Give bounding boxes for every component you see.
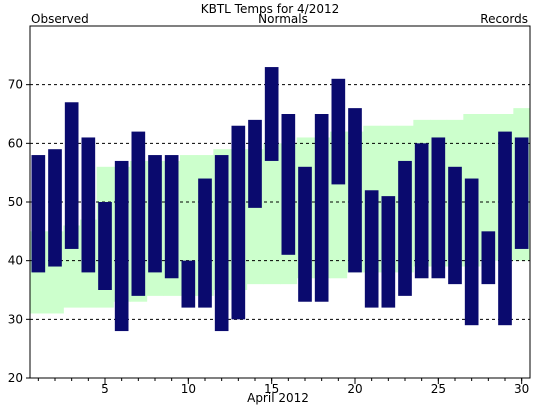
y-tick-label: 70 bbox=[8, 78, 23, 92]
observed-bar bbox=[264, 67, 279, 161]
observed-bar bbox=[148, 155, 162, 273]
gridlines bbox=[30, 84, 530, 320]
observed-bar bbox=[298, 166, 312, 302]
x-axis-label: April 2012 bbox=[247, 391, 309, 405]
observed-bar bbox=[398, 160, 412, 296]
observed-bar bbox=[498, 131, 512, 326]
y-tick-label: 60 bbox=[8, 136, 23, 150]
x-axis: 5 10 15 20 25 30 bbox=[37, 378, 529, 396]
observed-bar bbox=[481, 231, 496, 285]
observed-bar bbox=[464, 178, 479, 326]
y-tick-label: 40 bbox=[8, 254, 23, 268]
observed-bar bbox=[31, 155, 46, 273]
observed-bar bbox=[248, 119, 262, 208]
observed-bar bbox=[64, 102, 79, 249]
observed-bar bbox=[48, 149, 62, 267]
observed-bar bbox=[348, 108, 362, 273]
x-tick-label: 15 bbox=[264, 382, 279, 396]
observed-bar bbox=[214, 155, 229, 332]
x-tick-label: 30 bbox=[514, 382, 529, 396]
y-tick-label: 20 bbox=[8, 371, 23, 385]
observed-bar bbox=[181, 260, 196, 308]
observed-bar bbox=[431, 137, 446, 279]
x-tick-label: 20 bbox=[347, 382, 362, 396]
observed-bar bbox=[231, 125, 246, 320]
legend-records: Records bbox=[480, 12, 528, 26]
observed-bar bbox=[381, 196, 396, 308]
observed-bars bbox=[31, 67, 529, 332]
legend-normals: Normals bbox=[258, 12, 308, 26]
observed-bar bbox=[164, 155, 179, 279]
observed-bar bbox=[364, 190, 379, 308]
observed-bar bbox=[331, 78, 346, 185]
observed-bar bbox=[281, 114, 296, 255]
normal-band-segment bbox=[263, 143, 281, 285]
x-tick-label: 5 bbox=[101, 382, 109, 396]
observed-bar bbox=[314, 114, 329, 302]
observed-bar bbox=[198, 178, 212, 308]
x-tick-label: 25 bbox=[431, 382, 446, 396]
observed-bar bbox=[98, 202, 112, 290]
observed-bar bbox=[514, 137, 529, 249]
observed-bar bbox=[81, 137, 96, 273]
chart-title: KBTL Temps for 4/2012 bbox=[201, 2, 340, 16]
observed-bar bbox=[414, 143, 429, 279]
normal-band-segment bbox=[480, 114, 498, 261]
y-tick-label: 30 bbox=[8, 312, 23, 326]
observed-bar bbox=[448, 166, 462, 285]
observed-bar bbox=[131, 131, 146, 296]
x-tick-label: 10 bbox=[181, 382, 196, 396]
y-tick-label: 50 bbox=[8, 195, 23, 209]
legend-observed: Observed bbox=[31, 12, 89, 26]
observed-bar bbox=[114, 160, 129, 332]
y-axis: 20 30 40 50 60 70 bbox=[8, 78, 30, 385]
